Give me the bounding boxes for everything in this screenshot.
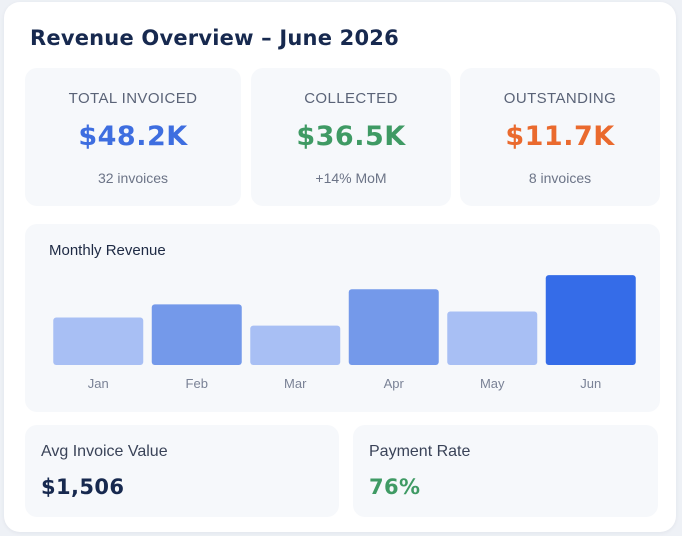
stat-label: Avg Invoice Value	[41, 443, 168, 460]
kpi-card-total-invoiced: TOTAL INVOICED $48.2K 32 invoices	[25, 68, 241, 206]
kpi-subtext: 32 invoices	[97, 170, 169, 186]
x-tick-label: May	[480, 376, 505, 391]
stat-value: 76%	[369, 475, 421, 499]
kpi-subtext: 8 invoices	[528, 170, 592, 186]
monthly-revenue-bar-chart: Jan Feb Mar Apr May Jun	[53, 275, 636, 391]
kpi-value: $48.2K	[78, 121, 188, 152]
page-title: Revenue Overview – June 2026	[30, 26, 399, 50]
bar-feb	[151, 304, 242, 365]
kpi-subtext: +14% MoM	[315, 170, 387, 186]
x-tick-label: Apr	[384, 376, 405, 391]
x-tick-label: Jun	[580, 376, 601, 391]
payment-rate-card: Payment Rate 76%	[353, 425, 658, 517]
kpi-value: $36.5K	[296, 121, 406, 152]
bar-may	[447, 311, 538, 365]
chart-title: Monthly Revenue	[49, 242, 166, 259]
bar-apr	[348, 289, 439, 365]
kpi-card-outstanding: OUTSTANDING $11.7K 8 invoices	[460, 68, 660, 206]
monthly-revenue-chart-card: Monthly Revenue Jan Feb Mar Apr May Jun	[25, 224, 660, 412]
kpi-label: TOTAL INVOICED	[68, 90, 198, 107]
stat-label: Payment Rate	[369, 443, 471, 460]
kpi-card-collected: COLLECTED $36.5K +14% MoM	[251, 68, 451, 206]
kpi-label: OUTSTANDING	[503, 90, 617, 107]
bar-jan	[53, 317, 144, 365]
x-tick-label: Jan	[88, 376, 109, 391]
stat-value: $1,506	[41, 475, 125, 499]
x-tick-label: Feb	[186, 376, 208, 391]
x-tick-label: Mar	[284, 376, 307, 391]
bar-mar	[250, 325, 341, 365]
avg-invoice-card: Avg Invoice Value $1,506	[25, 425, 339, 517]
bar-jun	[545, 275, 636, 365]
dashboard-panel: Revenue Overview – June 2026 TOTAL INVOI…	[4, 2, 676, 532]
kpi-label: COLLECTED	[304, 90, 398, 107]
kpi-value: $11.7K	[505, 121, 615, 152]
